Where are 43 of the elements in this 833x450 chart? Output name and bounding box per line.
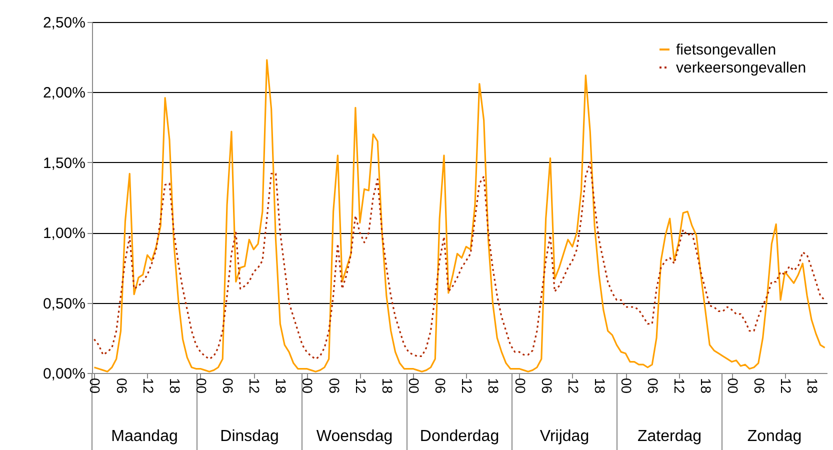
y-tick-label: 1,50% xyxy=(42,154,86,172)
y-tick-label: 1,00% xyxy=(42,225,86,242)
x-tick-label: 06 xyxy=(538,378,555,394)
x-tick-label: 12 xyxy=(672,378,688,394)
text: Dinsdag xyxy=(220,428,279,445)
y-tick-label: 2,00% xyxy=(42,84,86,102)
x-tick-label: 00 xyxy=(300,378,316,394)
x-tick-label: 06 xyxy=(432,378,449,394)
x-tick-label: 12 xyxy=(246,378,263,394)
text: Zaterdag xyxy=(637,428,702,445)
text: Zondag xyxy=(747,428,802,445)
x-tick-label: 06 xyxy=(114,378,130,394)
x-tick-label: 06 xyxy=(220,378,236,394)
x-tick-label: 18 xyxy=(273,378,290,394)
text: Woensdag xyxy=(316,428,393,445)
x-tick-label: 18 xyxy=(698,378,714,394)
x-tick-label: 06 xyxy=(751,378,768,394)
x-tick-label: 18 xyxy=(592,378,608,394)
x-tick-label: 12 xyxy=(140,378,156,394)
x-tick-label: 00 xyxy=(618,378,635,394)
x-tick-label: 06 xyxy=(645,378,662,394)
x-tick-label: 00 xyxy=(406,378,422,394)
y-tick-label: 0,50% xyxy=(42,295,86,312)
x-tick-label: 00 xyxy=(87,378,104,394)
x-tick-label: 18 xyxy=(804,378,821,394)
text: Donderdag xyxy=(420,428,500,445)
x-tick-label: 12 xyxy=(459,378,476,394)
x-tick-label: 00 xyxy=(724,378,741,394)
x-tick-label: 12 xyxy=(565,378,582,394)
x-tick-label: 12 xyxy=(778,378,794,394)
x-tick-label: 18 xyxy=(379,378,396,394)
legend-label: verkeersongevallen xyxy=(676,60,806,76)
text: Maandag xyxy=(111,428,178,445)
y-tick-label: 2,50% xyxy=(42,14,86,32)
x-tick-label: 06 xyxy=(326,378,342,394)
legend-label: fietsongevallen xyxy=(676,42,776,58)
x-tick-label: 12 xyxy=(352,378,369,394)
y-tick-label: 0,00% xyxy=(42,366,86,382)
x-tick-label: 00 xyxy=(512,378,528,394)
text: Vrijdag xyxy=(540,428,590,445)
x-tick-label: 00 xyxy=(193,378,210,394)
x-tick-label: 18 xyxy=(486,378,502,394)
x-tick-label: 18 xyxy=(166,378,183,394)
